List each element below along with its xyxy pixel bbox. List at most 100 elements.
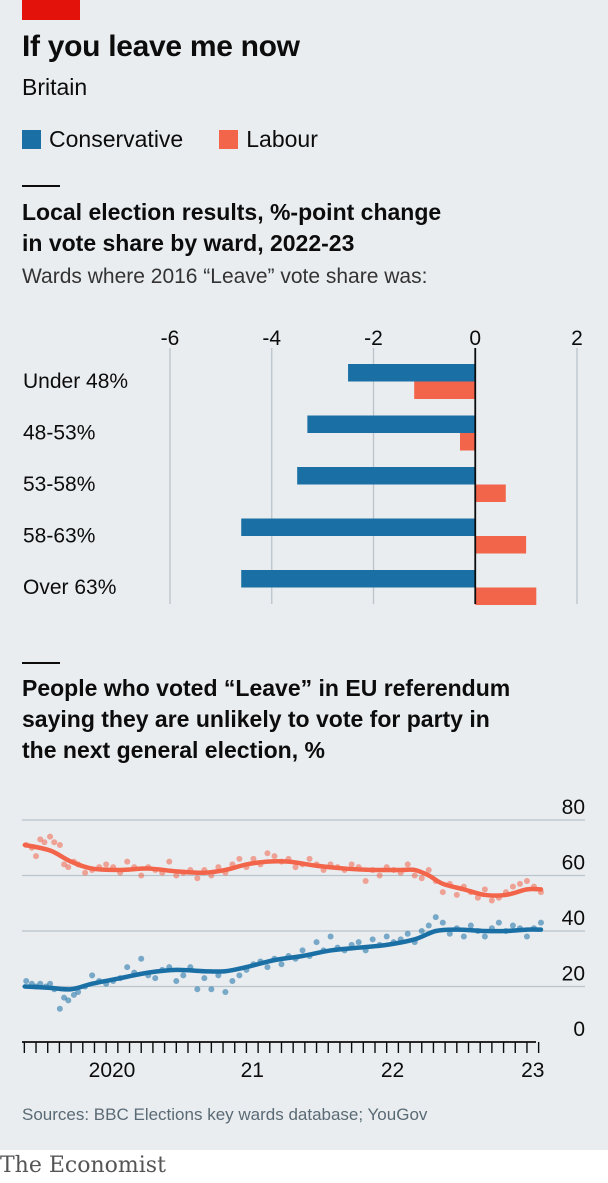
conservative-poll-point xyxy=(509,922,516,929)
conservative-poll-point xyxy=(404,930,411,937)
section-rule-bar xyxy=(22,185,60,187)
line-y-tick-label: 0 xyxy=(573,1018,585,1041)
conservative-poll-point xyxy=(537,919,544,926)
labour-poll-point xyxy=(474,894,481,901)
bar-labour xyxy=(475,536,527,554)
labour-poll-point xyxy=(250,855,257,862)
chart-card: If you leave me now Britain Conservative… xyxy=(0,0,608,1150)
conservative-poll-point xyxy=(460,933,467,940)
labour-poll-point xyxy=(166,858,173,865)
bar-x-tick-label: -6 xyxy=(161,327,180,350)
labour-poll-point xyxy=(439,889,446,896)
labour-poll-point xyxy=(65,864,72,871)
labour-poll-point xyxy=(481,886,488,893)
conservative-poll-point xyxy=(327,933,334,940)
labour-poll-point xyxy=(138,872,145,879)
legend-swatch-conservative xyxy=(22,129,41,149)
conservative-poll-point xyxy=(173,977,180,984)
bar-chart-title: Local election results, %-point change i… xyxy=(22,199,442,256)
line-chart-title: People who voted “Leave” in EU referendu… xyxy=(22,675,511,763)
legend-swatch-labour xyxy=(219,129,239,149)
conservative-poll-point xyxy=(152,975,159,982)
conservative-poll-point xyxy=(523,933,530,940)
conservative-poll-point xyxy=(65,997,72,1004)
labour-poll-point xyxy=(418,875,425,882)
labour-poll-point xyxy=(103,861,110,868)
page-title: If you leave me now xyxy=(22,30,300,63)
bar-category-label: 58-63% xyxy=(23,525,95,548)
line-x-tick-label: 2020 xyxy=(89,1059,136,1082)
bar-category-label: Over 63% xyxy=(23,576,116,599)
labour-poll-point xyxy=(215,864,222,871)
conservative-poll-point xyxy=(355,939,362,946)
labour-poll-point xyxy=(194,875,201,882)
bar-labour xyxy=(459,433,476,451)
bar-category-label: 53-58% xyxy=(23,473,95,496)
bar-conservative xyxy=(241,518,476,536)
labour-poll-point xyxy=(82,869,89,876)
line-y-tick-label: 80 xyxy=(562,796,585,819)
conservative-poll-point xyxy=(481,933,488,940)
labour-poll-point xyxy=(173,872,180,879)
conservative-poll-point xyxy=(432,914,439,921)
conservative-poll-point xyxy=(278,961,285,968)
labour-poll-point xyxy=(271,853,278,860)
labour-poll-point xyxy=(56,841,63,848)
bar-labour xyxy=(414,381,476,399)
conservative-poll-point xyxy=(222,989,229,996)
conservative-poll-point xyxy=(75,989,82,996)
labour-poll-point xyxy=(124,858,131,865)
labour-poll-point xyxy=(292,864,299,871)
labour-poll-point xyxy=(33,853,40,860)
conservative-poll-point xyxy=(383,933,390,940)
conservative-poll-point xyxy=(418,928,425,934)
bar-conservative xyxy=(348,364,476,382)
brand-logo: The Economist xyxy=(0,1153,166,1178)
labour-poll-point xyxy=(411,872,418,879)
labour-poll-point xyxy=(404,861,411,868)
line-y-tick-label: 20 xyxy=(562,963,585,986)
labour-poll-point xyxy=(453,891,460,898)
bar-conservative xyxy=(307,415,476,433)
conservative-poll-point xyxy=(138,955,145,962)
labour-poll-point xyxy=(348,861,355,868)
conservative-poll-point xyxy=(299,947,306,954)
labour-poll-point xyxy=(362,878,369,885)
conservative-poll-point xyxy=(56,1005,63,1012)
bar-x-tick-label: 2 xyxy=(571,327,583,350)
bar-conservative xyxy=(297,467,476,485)
legend-item-labour: Labour xyxy=(219,126,318,153)
conservative-poll-point xyxy=(229,977,236,984)
labour-poll-point xyxy=(47,833,54,840)
conservative-trend-line xyxy=(22,927,544,992)
labour-poll-point xyxy=(376,872,383,879)
conservative-poll-point xyxy=(236,972,243,979)
labour-poll-point xyxy=(488,897,495,904)
line-y-tick-label: 40 xyxy=(562,907,585,930)
conservative-poll-point xyxy=(425,922,432,929)
conservative-poll-point xyxy=(47,980,54,987)
charts-canvas: -6 -4 -2 0 2 Under 48% 48-53% 53-58% 58-63% Over … xyxy=(22,327,585,1082)
conservative-poll-point xyxy=(180,972,187,979)
bar-labour xyxy=(475,484,506,502)
bar-x-tick-label: 0 xyxy=(469,327,481,350)
conservative-poll-point xyxy=(439,919,446,926)
conservative-poll-point xyxy=(369,936,376,943)
conservative-poll-point xyxy=(23,977,30,984)
labour-poll-point xyxy=(306,855,313,862)
line-x-tick-label: 23 xyxy=(521,1059,544,1082)
bar-x-tick-label: -2 xyxy=(364,327,383,350)
brand-tag xyxy=(22,0,80,20)
page-subtitle: Britain xyxy=(22,74,88,100)
labour-poll-point xyxy=(236,855,243,862)
conservative-poll-point xyxy=(264,964,271,971)
legend: Conservative Labour xyxy=(22,124,354,154)
labour-poll-point xyxy=(516,880,523,887)
labour-poll-point xyxy=(509,883,516,890)
conservative-poll-point xyxy=(124,964,131,971)
legend-item-conservative: Conservative xyxy=(22,126,183,153)
labour-trend-line xyxy=(22,842,544,898)
bar-category-label: Under 48% xyxy=(23,370,128,393)
conservative-poll-point xyxy=(89,972,96,979)
bar-conservative xyxy=(241,570,476,588)
